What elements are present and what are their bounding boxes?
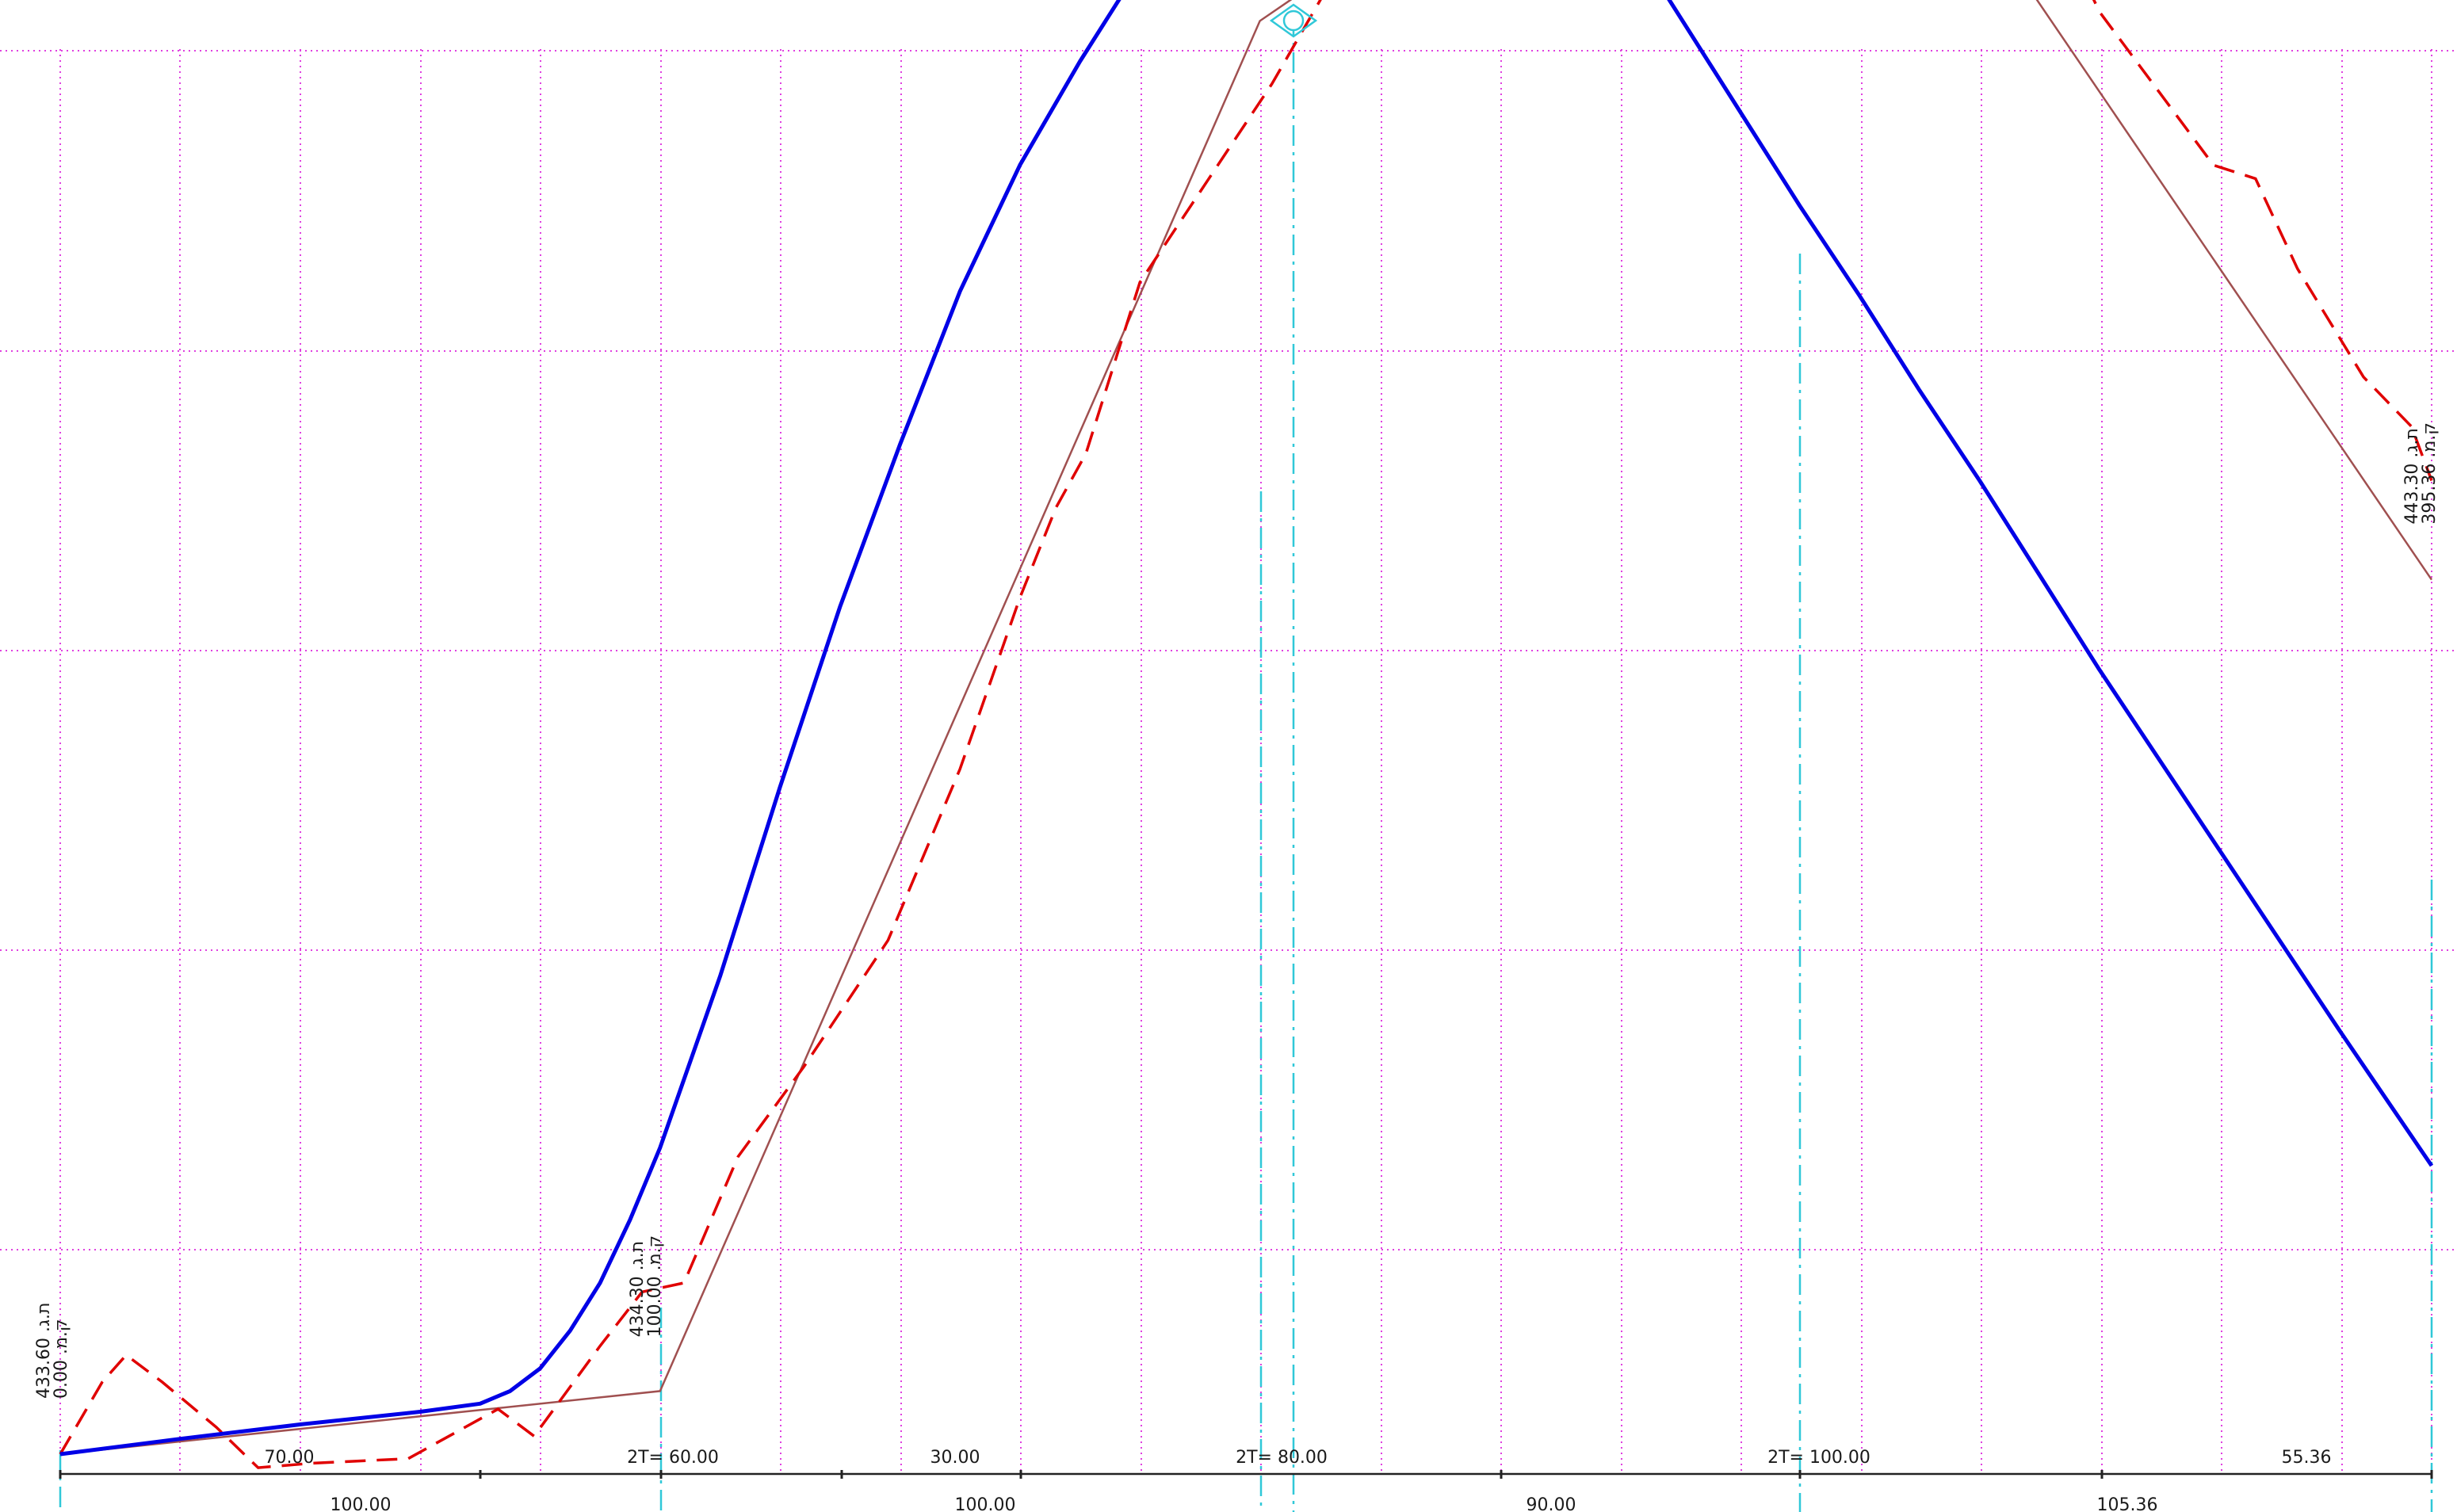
chainage-axis (59, 1470, 2433, 1479)
segment-length-top: 30.00 (930, 1448, 980, 1468)
segment-length-bottom: 90.00 (1527, 1495, 1576, 1512)
tangent-polygon-line (59, 0, 2433, 1456)
marker-diamond (1269, 3, 1318, 38)
segment-length-bottom: 105.36 (2097, 1495, 2158, 1512)
elevation-label: 434.30 .ת.ג (628, 1241, 648, 1338)
segment-length-top: 2T= 80.00 (1236, 1448, 1328, 1468)
view-marker-icon (1269, 3, 1318, 38)
existing-ground-polyline (59, 0, 2433, 1469)
design-profile-polyline (59, 0, 2434, 1457)
existing-ground-line (59, 0, 2433, 1469)
segment-length-top: 2T= 60.00 (627, 1448, 719, 1468)
grid (0, 49, 2457, 1474)
chainage-label: 0.00 .ק.מ (52, 1319, 71, 1399)
elevation-label: 443.30 .ת.ג (2402, 428, 2422, 525)
marker-circle (1282, 10, 1305, 32)
segment-length-top: 70.00 (265, 1448, 315, 1468)
vertical-point-label: 433.60 .ת.ג0.00 .ק.מ (34, 1303, 71, 1399)
segment-length-top: 2T= 100.00 (1767, 1448, 1870, 1468)
elevation-label: 433.60 .ת.ג (34, 1303, 54, 1399)
segment-length-top: 55.36 (2282, 1448, 2332, 1468)
segment-length-bottom: 100.00 (331, 1495, 392, 1512)
tangent-polygon (59, 0, 2433, 1456)
design-profile-line (59, 0, 2434, 1457)
segment-length-bottom: 100.00 (955, 1495, 1016, 1512)
chainage-label: 100.00 .ק.מ (645, 1235, 665, 1338)
chainage-label: 395.36 .ק.מ (2420, 422, 2440, 525)
ip-lines (59, 16, 2433, 1512)
